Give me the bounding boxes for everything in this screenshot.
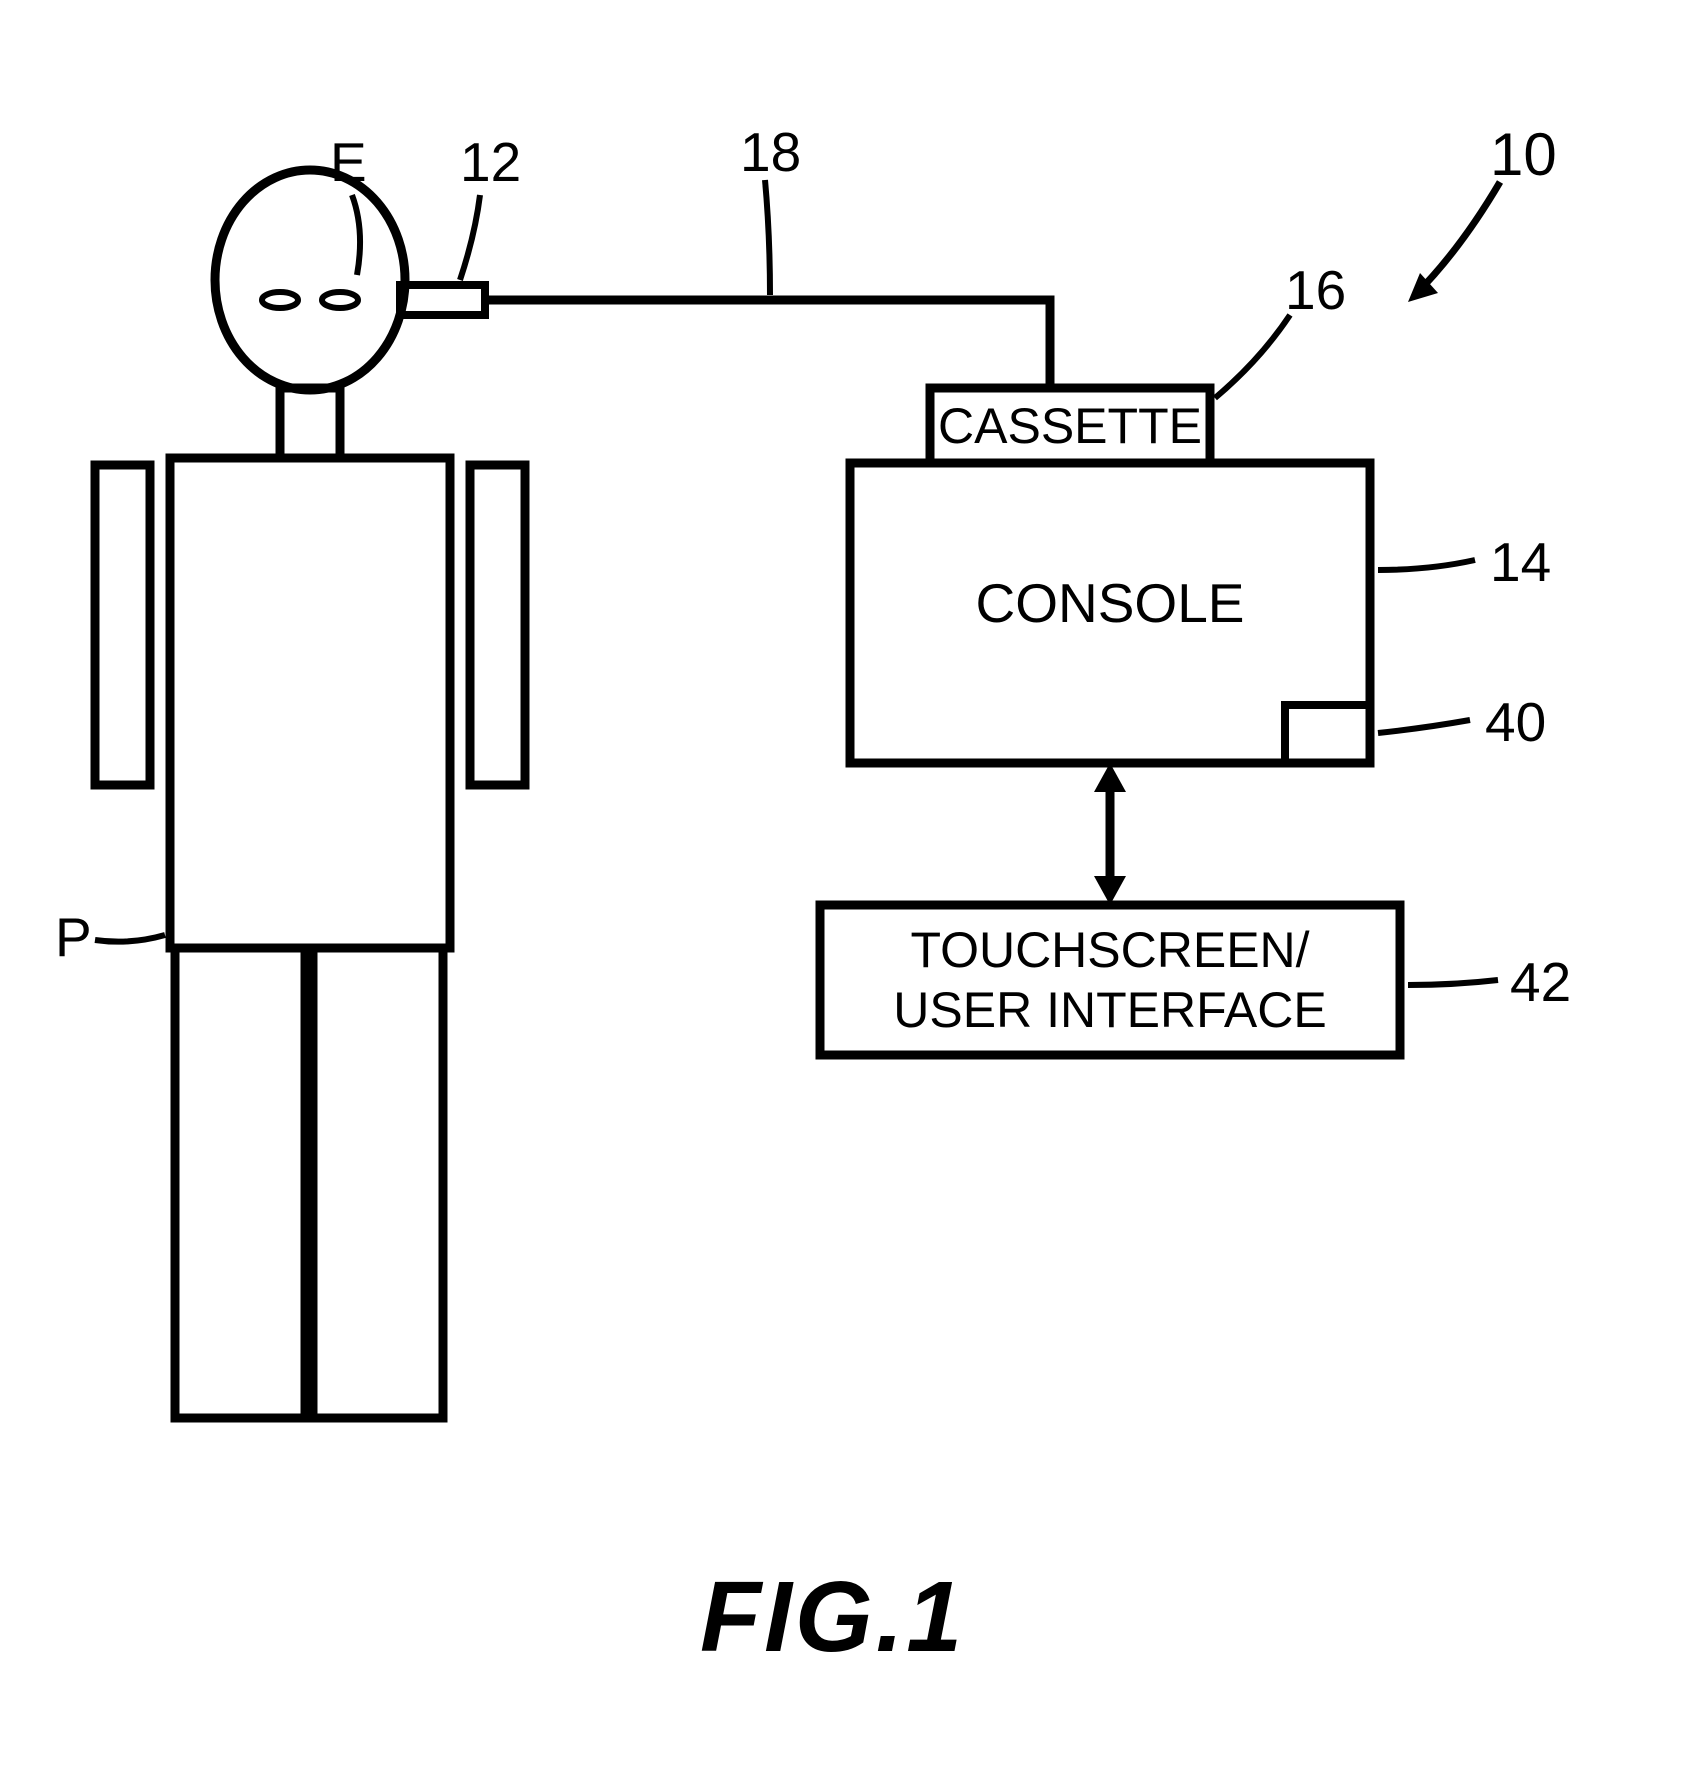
diagram-container: CASSETTE CONSOLE TOUCHSCREEN/ USER INTER… (0, 0, 1698, 1778)
console-label: CONSOLE (850, 570, 1370, 636)
figure-label: FIG.1 (700, 1560, 965, 1675)
leader-16 (1215, 315, 1290, 398)
ref-42: 42 (1510, 950, 1571, 1014)
ref-40: 40 (1485, 690, 1546, 754)
person-figure (95, 170, 525, 1418)
double-arrow (1094, 763, 1126, 905)
right-eye (322, 292, 358, 308)
left-arm (95, 465, 150, 785)
right-arm (470, 465, 525, 785)
leader-e (352, 195, 360, 275)
right-leg (313, 948, 443, 1418)
leader-18 (765, 180, 770, 295)
leader-p (95, 935, 165, 942)
ref-14: 14 (1490, 530, 1551, 594)
tubing-line (485, 300, 1050, 388)
ref-18: 18 (740, 120, 801, 184)
ref-p: P (55, 905, 92, 969)
ref-12: 12 (460, 130, 521, 194)
diagram-svg (0, 0, 1698, 1778)
left-eye (262, 292, 298, 308)
touchscreen-label: TOUCHSCREEN/ USER INTERFACE (820, 920, 1400, 1040)
leader-14 (1378, 560, 1475, 570)
leader-12 (460, 195, 480, 280)
probe (400, 285, 485, 315)
ref-10: 10 (1490, 120, 1557, 189)
neck (280, 388, 340, 458)
cassette-label: CASSETTE (930, 396, 1210, 456)
leader-40 (1378, 720, 1470, 733)
left-leg (175, 948, 305, 1418)
ref-16: 16 (1285, 258, 1346, 322)
torso (170, 458, 450, 948)
leader-10 (1415, 182, 1500, 295)
leader-42 (1408, 980, 1498, 985)
head (215, 170, 405, 390)
ref-e: E (330, 130, 367, 194)
